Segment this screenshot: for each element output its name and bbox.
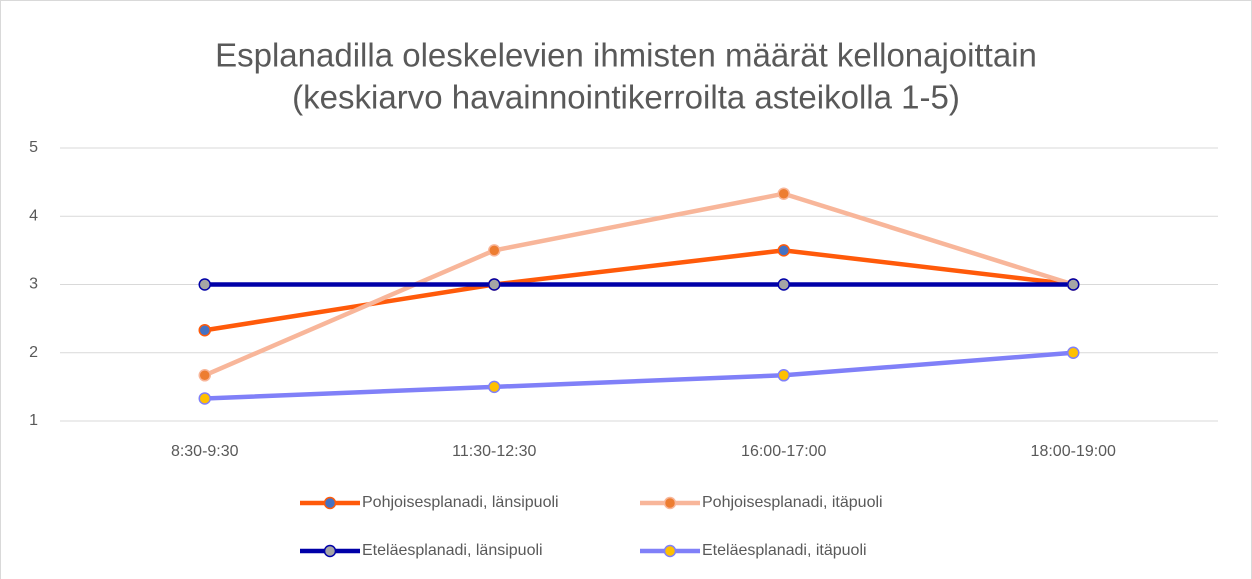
marker bbox=[198, 323, 211, 337]
marker bbox=[198, 369, 211, 382]
chart-title: Esplanadilla oleskelevien ihmisten määrä… bbox=[215, 37, 1037, 74]
x-tick-label: 11:30-12:30 bbox=[452, 443, 536, 460]
line bbox=[204, 350, 1074, 401]
y-tick-label: 2 bbox=[29, 344, 38, 361]
legend-label: Pohjoisesplanadi, itäpuoli bbox=[702, 494, 883, 511]
legend-label: Pohjoisesplanadi, länsipuoli bbox=[362, 494, 559, 511]
marker bbox=[777, 369, 790, 382]
marker bbox=[1067, 346, 1080, 359]
legend-marker bbox=[663, 544, 677, 558]
x-tick-label: 8:30-9:30 bbox=[171, 443, 239, 460]
marker bbox=[488, 380, 501, 394]
x-tick-label: 18:00-19:00 bbox=[1031, 443, 1117, 460]
y-tick-label: 1 bbox=[29, 412, 38, 429]
legend-marker bbox=[323, 544, 337, 558]
x-tick-label: 16:00-17:00 bbox=[741, 443, 827, 460]
legend-marker bbox=[323, 496, 337, 510]
line bbox=[204, 248, 1074, 333]
legend-marker bbox=[663, 496, 677, 510]
marker bbox=[488, 278, 501, 291]
marker bbox=[488, 244, 501, 257]
legend-label: Eteläesplanadi, itäpuoli bbox=[702, 542, 867, 559]
marker bbox=[1067, 278, 1080, 291]
legend-label: Eteläesplanadi, länsipuoli bbox=[362, 542, 543, 559]
marker bbox=[777, 187, 790, 200]
marker bbox=[198, 392, 211, 405]
y-tick-label: 4 bbox=[29, 207, 38, 224]
marker bbox=[777, 244, 790, 257]
chart-title: (keskiarvo havainnointikerroilta asteiko… bbox=[292, 79, 960, 116]
marker bbox=[777, 278, 790, 291]
line bbox=[203, 191, 1074, 378]
marker bbox=[198, 278, 211, 291]
y-tick-label: 3 bbox=[29, 276, 38, 293]
y-tick-label: 5 bbox=[29, 139, 38, 156]
